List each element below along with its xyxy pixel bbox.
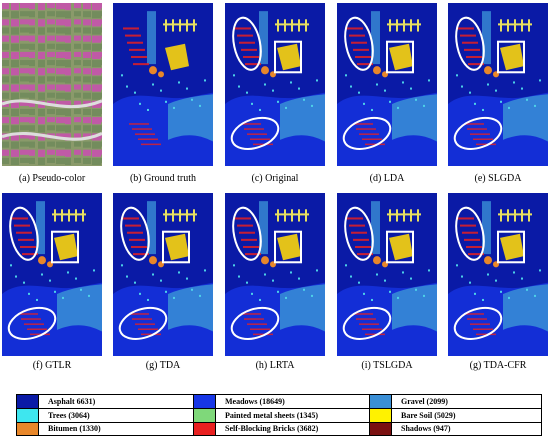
legend-swatch <box>194 422 216 435</box>
legend-label: Self-Blocking Bricks (3682) <box>225 424 319 434</box>
legend-swatch <box>370 422 392 435</box>
legend-label: Meadows (18649) <box>225 397 285 407</box>
r1-panel-2-caption: (c) Original <box>251 173 299 184</box>
legend-item: Bare Soil (5029) <box>369 409 543 422</box>
r1-panel-3-image <box>337 3 437 166</box>
legend-label: Bare Soil (5029) <box>401 410 456 420</box>
legend-swatch <box>370 395 392 409</box>
r2-panel-3-caption: (i) TSLGDA <box>361 360 413 371</box>
legend-item: Asphalt 6631) <box>17 395 193 409</box>
r1-panel-2-image <box>225 3 325 166</box>
legend-row: Trees (3064) Painted metal sheets (1345) B… <box>17 408 543 422</box>
legend-swatch <box>17 422 39 435</box>
r2-panel-4-image <box>448 193 548 356</box>
r2-panel-1-caption: (g) TDA <box>145 360 181 371</box>
class-legend: Asphalt 6631) Meadows (18649) Gravel (2099… <box>16 394 542 436</box>
r2-panel-2-image <box>225 193 325 356</box>
legend-label: Shadows (947) <box>401 424 451 434</box>
r1-panel-1-caption: (b) Ground truth <box>129 173 197 184</box>
r2-panel-3-image <box>337 193 437 356</box>
r1-panel-0-caption: (a) Pseudo-color <box>18 173 86 184</box>
legend-swatch <box>194 409 216 422</box>
legend-swatch <box>194 395 216 409</box>
r2-panel-0-caption: (f) GTLR <box>32 360 72 371</box>
legend-item: Self-Blocking Bricks (3682) <box>193 422 369 435</box>
r1-panel-3-caption: (d) LDA <box>369 173 405 184</box>
legend-label: Gravel (2099) <box>401 397 448 407</box>
legend-row: Bitumen (1330) Self-Blocking Bricks (3682… <box>17 421 543 435</box>
r2-panel-0-image <box>2 193 102 356</box>
r2-panel-4-caption: (g) TDA-CFR <box>469 360 527 371</box>
r1-panel-0-image <box>2 3 102 166</box>
legend-swatch <box>17 409 39 422</box>
legend-item: Meadows (18649) <box>193 395 369 409</box>
legend-swatch <box>17 395 39 409</box>
r2-panel-1-image <box>113 193 213 356</box>
legend-label: Painted metal sheets (1345) <box>225 410 319 420</box>
legend-row: Asphalt 6631) Meadows (18649) Gravel (2099… <box>17 395 543 409</box>
legend-label: Bitumen (1330) <box>48 424 101 434</box>
r1-panel-4-caption: (e) SLGDA <box>474 173 522 184</box>
legend-label: Asphalt 6631) <box>48 397 96 407</box>
legend-item: Shadows (947) <box>369 422 543 435</box>
r2-panel-2-caption: (h) LRTA <box>255 360 295 371</box>
legend-item: Bitumen (1330) <box>17 422 193 435</box>
r1-panel-1-image <box>113 3 213 166</box>
legend-item: Painted metal sheets (1345) <box>193 409 369 422</box>
r1-panel-4-image <box>448 3 548 166</box>
legend-item: Gravel (2099) <box>369 395 543 409</box>
legend-item: Trees (3064) <box>17 409 193 422</box>
legend-label: Trees (3064) <box>48 410 90 420</box>
legend-swatch <box>370 409 392 422</box>
